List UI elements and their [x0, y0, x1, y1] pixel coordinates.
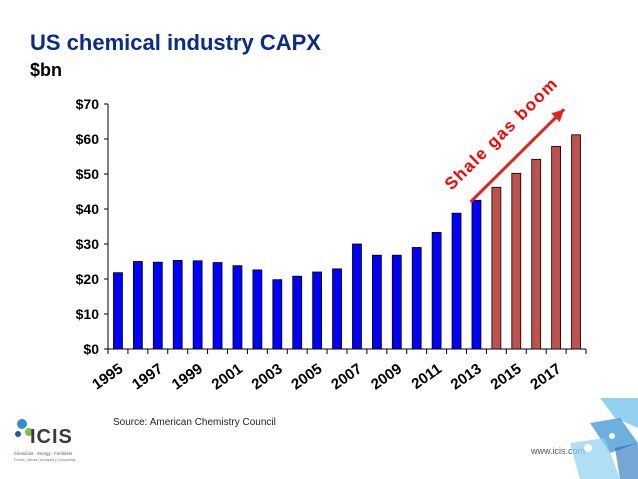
unit-label: $bn [30, 60, 63, 80]
logo-mark-icon [15, 419, 33, 437]
y-tick-label: $70 [76, 96, 100, 112]
x-tick-label: 2007 [328, 360, 365, 393]
bar [252, 269, 263, 350]
y-tick-label: $20 [76, 271, 100, 287]
bar [471, 199, 482, 350]
x-tick-label: 2009 [368, 360, 405, 393]
bar [292, 275, 303, 350]
x-tick-label: 2005 [288, 360, 325, 393]
bar [332, 268, 342, 350]
y-tick-label: $30 [76, 236, 100, 252]
website-url: www.icis.com [531, 446, 586, 456]
x-tick-label: 2015 [487, 360, 524, 393]
decorative-molecule-graphic [570, 398, 638, 479]
x-tick-label: 1995 [89, 360, 126, 393]
bar [232, 265, 243, 350]
bar [411, 247, 422, 350]
y-tick-label: $40 [76, 201, 100, 217]
logo-wordmark: ICIS [30, 426, 73, 448]
bar [132, 261, 143, 350]
bar [272, 279, 283, 350]
source-note: Source: American Chemistry Council [113, 417, 276, 428]
y-tick-label: $0 [83, 341, 99, 357]
x-tick-label: 1997 [129, 360, 166, 393]
bar [391, 254, 402, 350]
x-tick-label: 2011 [409, 360, 445, 393]
annotation-text: Shale gas boom [441, 74, 562, 194]
bar [113, 272, 123, 350]
y-tick-label: $60 [76, 131, 100, 147]
x-tick-label: 2013 [448, 360, 485, 393]
bar [192, 260, 203, 350]
bar [451, 212, 462, 350]
x-tick-label: 2001 [209, 360, 246, 393]
bar [212, 262, 223, 350]
bar [551, 145, 562, 350]
bar [511, 172, 522, 350]
bar [172, 260, 183, 350]
x-tick-label: 2003 [248, 360, 285, 393]
y-tick-label: $10 [76, 306, 100, 322]
bar [152, 261, 163, 350]
logo-tagline-2: Prices | News | Analysis | Consulting [14, 458, 75, 462]
icis-logo: ICIS Chemicals · Energy · Fertilizers Pr… [14, 419, 75, 462]
chart-title: US chemical industry CAPX [30, 30, 321, 55]
bar [352, 243, 362, 350]
bar [491, 186, 502, 350]
bar [371, 254, 382, 350]
x-tick-label: 1999 [169, 360, 206, 393]
bar [312, 271, 323, 350]
bar [431, 232, 442, 350]
trend-arrow-line [469, 108, 566, 204]
x-tick-label: 2017 [527, 360, 564, 393]
logo-tagline: Chemicals · Energy · Fertilizers [14, 451, 72, 456]
bar [571, 134, 581, 350]
trend-arrow-head [551, 109, 565, 122]
y-tick-label: $50 [76, 166, 100, 182]
bar [531, 158, 542, 350]
